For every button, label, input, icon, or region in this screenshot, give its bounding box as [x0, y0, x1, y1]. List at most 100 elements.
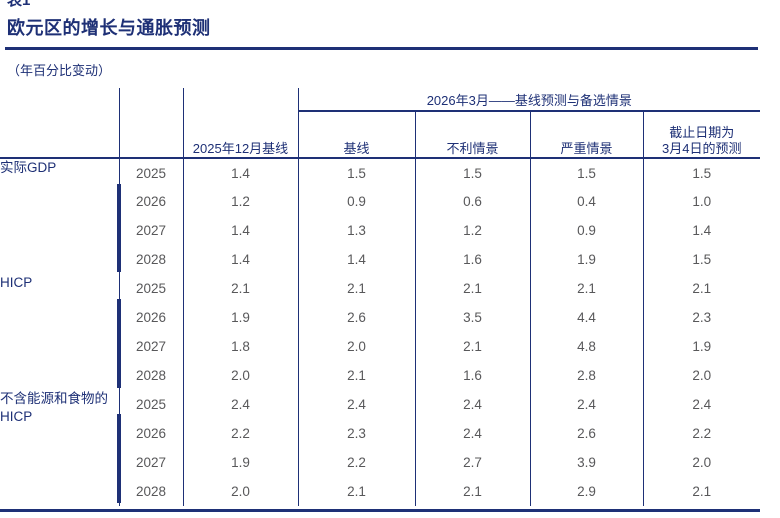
table-row: 2026 1.2 0.9 0.6 0.4 1.0: [0, 187, 761, 216]
year-cell: 2026: [118, 303, 184, 332]
value-cell: 2.1: [231, 281, 250, 296]
table-row: 2028 1.4 1.4 1.6 1.9 1.5: [0, 245, 761, 274]
col-header-severe: 严重情景: [529, 111, 643, 159]
value-cell: 2.1: [642, 274, 761, 303]
year-cell: 2027: [118, 332, 184, 361]
col-header-cutoff: 截止日期为 3月4日的预测: [642, 111, 761, 159]
value-cell: 2.1: [414, 332, 530, 361]
value-cell: 1.8: [231, 339, 250, 354]
value-cell: 2.4: [529, 390, 643, 419]
value-cell: 1.5: [642, 245, 761, 274]
table-row: 2026 2.2 2.3 2.4 2.6 2.2: [0, 419, 761, 448]
value-cell: 2.0: [231, 484, 250, 499]
value-cell: 2.1: [642, 477, 761, 506]
year-cell: 2027: [118, 216, 184, 245]
table-row: 2027 1.9 2.2 2.7 3.9 2.0: [0, 448, 761, 477]
header-row-scenarios: 基线 不利情景 严重情景 截止日期为 3月4日的预测: [0, 111, 761, 159]
year-cell: 2028: [118, 361, 184, 390]
value-cell: 1.4: [231, 252, 250, 267]
value-cell: 2.1: [414, 477, 530, 506]
col-header-dec-baseline: 2025年12月基线: [183, 88, 299, 159]
value-cell: 2.4: [231, 397, 250, 412]
value-cell: 2.1: [297, 361, 415, 390]
value-cell: 1.4: [297, 245, 415, 274]
group-label-real-gdp: 实际GDP: [0, 160, 57, 175]
value-cell: 2.2: [297, 448, 415, 477]
value-cell: 1.5: [529, 158, 643, 187]
value-cell: 1.9: [642, 332, 761, 361]
value-cell: 1.0: [642, 187, 761, 216]
value-cell: 1.5: [414, 158, 530, 187]
group-label-hicp: HICP: [0, 275, 33, 290]
year-cell: 2028: [118, 245, 184, 274]
group-accent-bar: [117, 414, 121, 503]
year-cell: 2026: [118, 419, 184, 448]
year-cell: 2027: [118, 448, 184, 477]
value-cell: 2.2: [642, 419, 761, 448]
value-cell: 1.9: [529, 245, 643, 274]
value-cell: 2.0: [231, 368, 250, 383]
value-cell: 2.4: [414, 390, 530, 419]
value-cell: 1.2: [231, 194, 250, 209]
table-row: 2026 1.9 2.6 3.5 4.4 2.3: [0, 303, 761, 332]
value-cell: 2.4: [414, 419, 530, 448]
value-cell: 0.4: [529, 187, 643, 216]
value-cell: 4.4: [529, 303, 643, 332]
table-row: HICP 2025 2.1 2.1 2.1 2.1 2.1: [0, 274, 761, 303]
year-cell: 2025: [118, 158, 184, 187]
value-cell: 2.1: [414, 274, 530, 303]
value-cell: 2.7: [414, 448, 530, 477]
value-cell: 1.4: [231, 165, 250, 181]
value-cell: 1.5: [642, 158, 761, 187]
value-cell: 1.6: [414, 245, 530, 274]
value-cell: 3.9: [529, 448, 643, 477]
table-row: 2028 2.0 2.1 2.1 2.9 2.1: [0, 477, 761, 506]
table-bottom-rule: [0, 509, 760, 512]
year-cell: 2028: [118, 477, 184, 506]
forecast-table: 2025年12月基线 2026年3月——基线预测与备选情景 基线 不利情景 严重…: [0, 88, 761, 506]
page-title: 欧元区的增长与通胀预测: [7, 18, 211, 38]
group-label-core-hicp: 不含能源和食物的HICP: [0, 391, 108, 424]
table-row: 不含能源和食物的HICP 2025 2.4 2.4 2.4 2.4 2.4: [0, 390, 761, 424]
value-cell: 2.3: [642, 303, 761, 332]
value-cell: 2.9: [529, 477, 643, 506]
value-cell: 2.0: [297, 332, 415, 361]
value-cell: 2.4: [297, 390, 415, 419]
value-cell: 2.0: [642, 361, 761, 390]
value-cell: 1.9: [231, 455, 250, 470]
value-cell: 2.2: [231, 426, 250, 441]
value-cell: 4.8: [529, 332, 643, 361]
group-accent-bar: [117, 184, 121, 272]
value-cell: 2.8: [529, 361, 643, 390]
units-subtitle: （年百分比变动）: [7, 63, 112, 78]
table-row: 2027 1.8 2.0 2.1 4.8 1.9: [0, 332, 761, 361]
value-cell: 2.6: [297, 303, 415, 332]
table-row: 2028 2.0 2.1 1.6 2.8 2.0: [0, 361, 761, 390]
header-row-span: 2025年12月基线 2026年3月——基线预测与备选情景: [0, 88, 761, 159]
col-header-adverse: 不利情景: [414, 111, 530, 159]
value-cell: 1.4: [231, 223, 250, 238]
value-cell: 0.9: [297, 187, 415, 216]
value-cell: 3.5: [414, 303, 530, 332]
value-cell: 2.1: [297, 274, 415, 303]
value-cell: 2.4: [642, 390, 761, 419]
table-number-cropped: 表1: [7, 0, 30, 8]
value-cell: 2.6: [529, 419, 643, 448]
value-cell: 2.1: [297, 477, 415, 506]
group-header-march-2026: 2026年3月——基线预测与备选情景: [298, 88, 761, 112]
value-cell: 2.3: [297, 419, 415, 448]
col-header-baseline: 基线: [297, 111, 415, 159]
value-cell: 0.9: [529, 216, 643, 245]
title-divider-rule: [5, 47, 758, 50]
value-cell: 1.3: [297, 216, 415, 245]
table-number-text: 表1: [7, 0, 30, 8]
value-cell: 1.4: [642, 216, 761, 245]
year-cell: 2025: [118, 390, 184, 419]
table-row: 2027 1.4 1.3 1.2 0.9 1.4: [0, 216, 761, 245]
group-accent-bar: [117, 299, 121, 388]
value-cell: 2.0: [642, 448, 761, 477]
year-cell: 2025: [118, 274, 184, 303]
year-header-cell: [118, 88, 184, 159]
stub-header-cell: [0, 88, 119, 159]
